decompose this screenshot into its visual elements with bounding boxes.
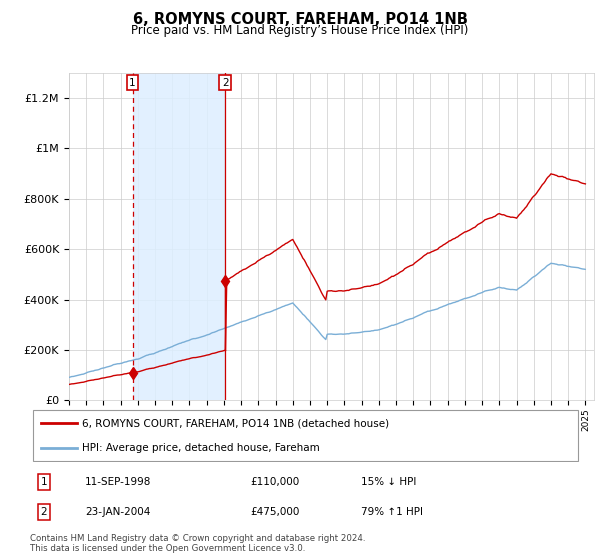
Text: 1: 1 (40, 477, 47, 487)
Bar (133, 73, 225, 400)
Text: 2: 2 (40, 507, 47, 517)
Text: £475,000: £475,000 (251, 507, 300, 517)
Text: £110,000: £110,000 (251, 477, 300, 487)
Text: HPI: Average price, detached house, Fareham: HPI: Average price, detached house, Fare… (82, 442, 320, 452)
Text: Price paid vs. HM Land Registry’s House Price Index (HPI): Price paid vs. HM Land Registry’s House … (131, 24, 469, 36)
Text: 15% ↓ HPI: 15% ↓ HPI (361, 477, 416, 487)
Text: 6, ROMYNS COURT, FAREHAM, PO14 1NB: 6, ROMYNS COURT, FAREHAM, PO14 1NB (133, 12, 467, 27)
Text: Contains HM Land Registry data © Crown copyright and database right 2024.
This d: Contains HM Land Registry data © Crown c… (30, 534, 365, 553)
Text: 2: 2 (222, 78, 229, 88)
Text: 6, ROMYNS COURT, FAREHAM, PO14 1NB (detached house): 6, ROMYNS COURT, FAREHAM, PO14 1NB (deta… (82, 418, 389, 428)
Text: 11-SEP-1998: 11-SEP-1998 (85, 477, 152, 487)
Text: 23-JAN-2004: 23-JAN-2004 (85, 507, 151, 517)
FancyBboxPatch shape (33, 410, 578, 461)
Text: 79% ↑1 HPI: 79% ↑1 HPI (361, 507, 423, 517)
Text: 1: 1 (129, 78, 136, 88)
